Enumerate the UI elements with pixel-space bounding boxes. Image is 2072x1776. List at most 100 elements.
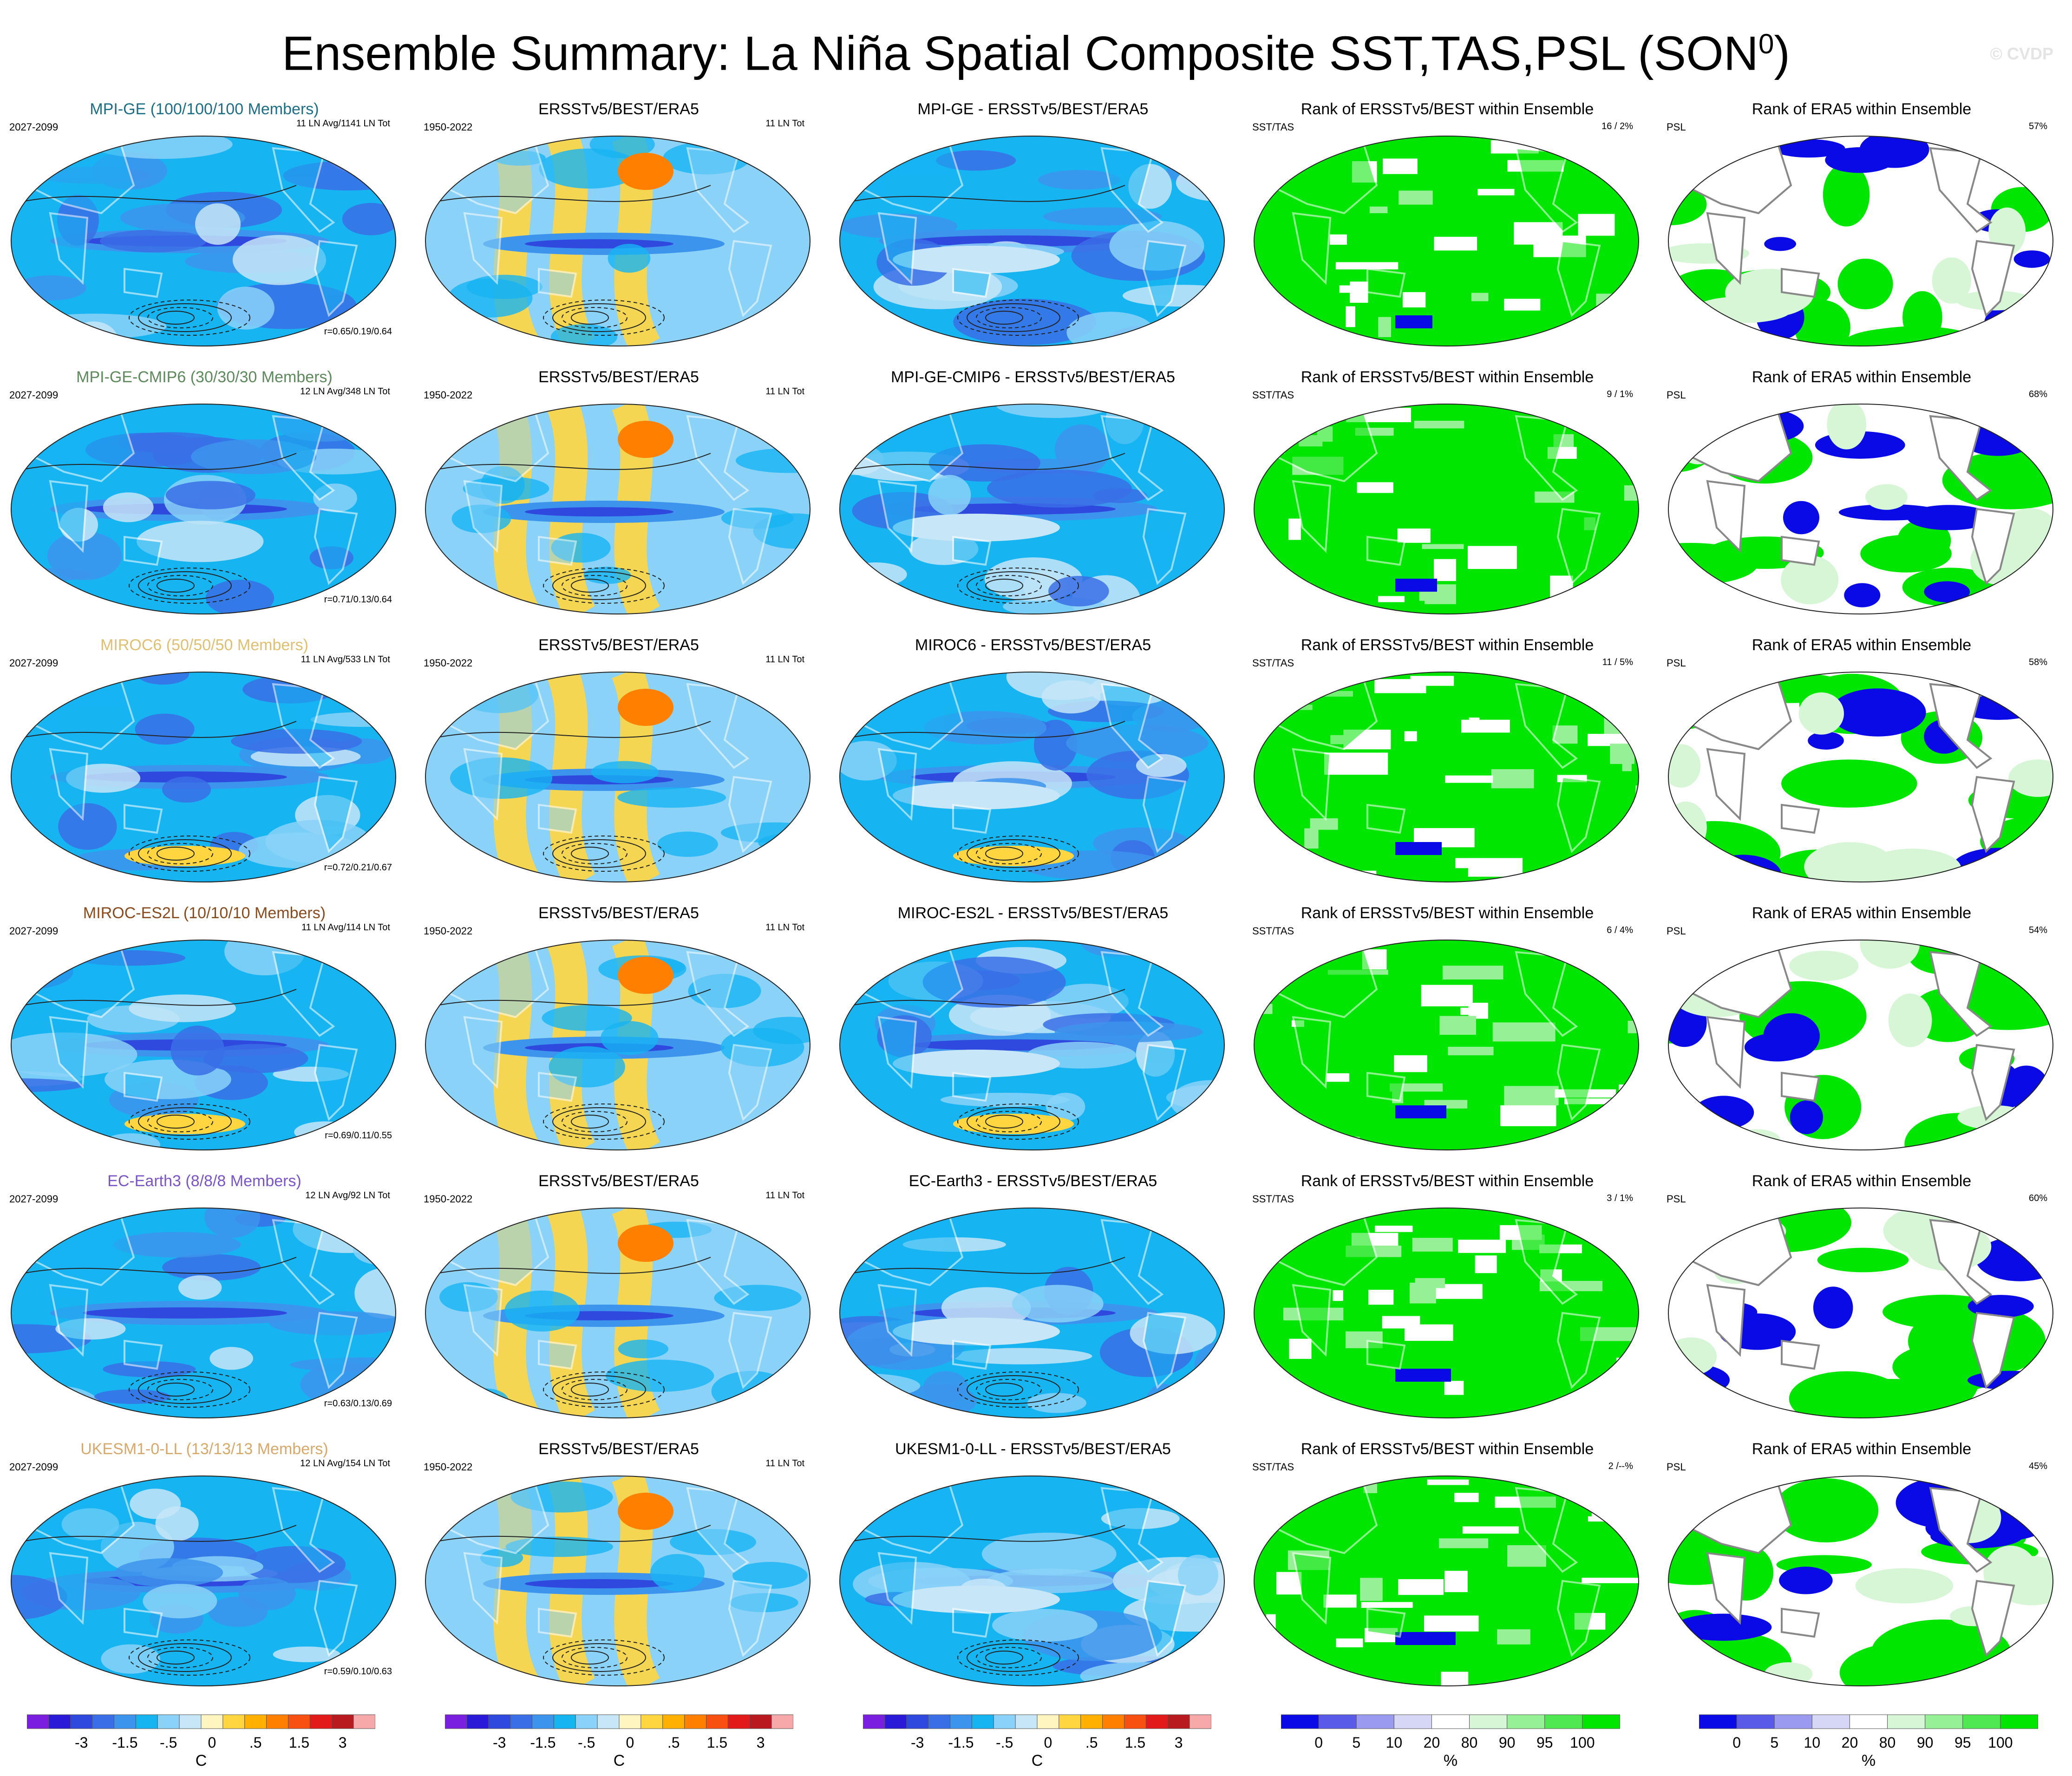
- colorbar-tick-labels: -3 -1.5 -.5 0 .5 1.5 3: [863, 1734, 1211, 1753]
- colorbar-unit: C: [195, 1752, 207, 1769]
- map-outline: [1254, 672, 1639, 882]
- map-diff-r4c2: [839, 1208, 1225, 1418]
- continent-outline: [463, 212, 503, 285]
- continent-outline: [463, 1552, 503, 1625]
- colorbar-swatch: [906, 1714, 929, 1729]
- map-panel-r5-c0: UKESM1-0-LL (13/13/13 Members) 2027-2099 1…: [0, 1440, 409, 1703]
- model-name: MIROC6 (50/50/50 Members): [100, 636, 308, 654]
- continent-outline: [1556, 1044, 1601, 1121]
- continent-outline: [1706, 1016, 1746, 1089]
- pattern-correlation-label: r=0.69/0.11/0.55: [325, 1130, 392, 1141]
- pattern-correlation-label: r=0.59/0.10/0.63: [324, 1666, 392, 1677]
- colorbar-tick-label: 20: [1423, 1734, 1440, 1751]
- continent-outline: [314, 240, 358, 317]
- colorbar-swatch: [201, 1714, 223, 1729]
- lanina-count-label: 11 LN Tot: [765, 654, 804, 665]
- period-label: 2027-2099: [9, 925, 59, 937]
- colorbar-tick-label: 0: [208, 1734, 216, 1751]
- map-outline: [425, 1476, 810, 1686]
- colorbar-swatch: [1469, 1714, 1508, 1729]
- period-label: 2027-2099: [9, 1193, 59, 1205]
- colorbar-tick-label: .5: [667, 1734, 680, 1751]
- colorbar-3: 0 5 10 20 80 90 95 100%: [1281, 1714, 1621, 1774]
- map-panel-r4-c3: Rank of ERSSTv5/BEST within Ensemble SST/…: [1243, 1172, 1652, 1435]
- colorbar-4: 0 5 10 20 80 90 95 100%: [1699, 1714, 2039, 1774]
- colorbar-2: -3 -1.5 -.5 0 .5 1.5 3 C: [863, 1714, 1212, 1774]
- rank-value-label: 58%: [2028, 657, 2047, 667]
- continent-outline: [952, 1339, 992, 1370]
- period-label: 1950-2022: [424, 657, 473, 669]
- colorbar-swatch: [1059, 1714, 1081, 1729]
- map-rank-psl-r5c4: [1668, 1476, 2053, 1686]
- colorbar-tick-label: 90: [1498, 1734, 1516, 1751]
- colorbar-swatch: [1925, 1714, 1963, 1729]
- map-panel-r3-c4: Rank of ERA5 within Ensemble PSL 54%: [1657, 904, 2066, 1167]
- colorbar-swatch: [1393, 1714, 1432, 1729]
- map-outline: [1254, 136, 1639, 346]
- map-obs-r1c1: [425, 404, 810, 614]
- continent-outline: [1971, 1580, 2015, 1657]
- map-panel-r2-c4: Rank of ERA5 within Ensemble PSL 58%: [1657, 636, 2066, 899]
- difference-title: EC-Earth3 - ERSSTv5/BEST/ERA5: [909, 1172, 1157, 1190]
- colorbar-swatch: [114, 1714, 136, 1729]
- map-panel-r5-c1: ERSSTv5/BEST/ERA5 1950-2022 11 LN Tot: [414, 1440, 823, 1703]
- map-outline: [11, 1476, 396, 1686]
- continent-outline: [538, 535, 577, 566]
- colorbar-tick-label: 3: [756, 1734, 765, 1751]
- continent-outline: [463, 1284, 503, 1357]
- model-name: EC-Earth3 (8/8/8 Members): [107, 1172, 301, 1190]
- model-name: MPI-GE-CMIP6 (30/30/30 Members): [76, 368, 333, 386]
- period-label: 2027-2099: [9, 657, 59, 669]
- colorbar-swatch: [157, 1714, 180, 1729]
- map-panel-r2-c2: MIROC6 - ERSSTv5/BEST/ERA5: [829, 636, 1237, 899]
- map-outline: [1254, 1476, 1639, 1686]
- colorbar-tick-label: 80: [1461, 1734, 1478, 1751]
- map-panel-r0-c0: MPI-GE (100/100/100 Members) 2027-2099 11 …: [0, 100, 409, 363]
- colorbar-swatch: [1167, 1714, 1190, 1729]
- rank-variable-label: SST/TAS: [1252, 925, 1294, 937]
- continent-outline: [1142, 1044, 1187, 1121]
- map-rank-sst-r2c3: [1254, 672, 1639, 882]
- colorbar-tick-label: 95: [1954, 1734, 1971, 1751]
- obs-title: ERSSTv5/BEST/ERA5: [538, 1440, 699, 1458]
- pattern-correlation-label: r=0.71/0.13/0.64: [324, 594, 392, 605]
- map-outline: [11, 136, 396, 346]
- map-outline: [1254, 404, 1639, 614]
- colorbar-swatch: [488, 1714, 511, 1729]
- colorbar-swatch: [749, 1714, 772, 1729]
- colorbar-swatch: [1887, 1714, 1926, 1729]
- colorbar-swatch: [1507, 1714, 1545, 1729]
- map-outline: [11, 404, 396, 614]
- continent-outline: [124, 1607, 163, 1638]
- colorbar-swatch: [309, 1714, 332, 1729]
- colorbar-swatch: [1431, 1714, 1470, 1729]
- continent-outline: [1292, 212, 1332, 285]
- map-rank-psl-r0c4: [1668, 136, 2053, 346]
- continent-outline: [49, 1016, 89, 1089]
- continent-outline: [124, 1339, 163, 1370]
- colorbar-swatch: [1124, 1714, 1146, 1729]
- model-name: MIROC-ES2L (10/10/10 Members): [83, 904, 326, 922]
- colorbar-swatch: [135, 1714, 158, 1729]
- continent-outline: [124, 803, 163, 834]
- rank-value-label: 45%: [2028, 1461, 2047, 1471]
- lanina-count-label: 11 LN Avg/533 LN Tot: [301, 654, 390, 665]
- colorbar-swatch: [532, 1714, 554, 1729]
- map-panel-r4-c0: EC-Earth3 (8/8/8 Members) 2027-2099 12 LN …: [0, 1172, 409, 1435]
- continent-outline: [1781, 268, 1820, 298]
- rank-title: Rank of ERSSTv5/BEST within Ensemble: [1301, 1440, 1594, 1458]
- model-name: MPI-GE (100/100/100 Members): [90, 100, 319, 118]
- continent-outline: [1971, 240, 2015, 317]
- colorbar-unit: C: [1031, 1752, 1043, 1769]
- colorbar-swatch: [553, 1714, 576, 1729]
- continent-outline: [877, 1552, 917, 1625]
- continent-outline: [1292, 1552, 1332, 1625]
- map-panel-r0-c4: Rank of ERA5 within Ensemble PSL 57%: [1657, 100, 2066, 363]
- colorbar-0: -3 -1.5 -.5 0 .5 1.5 3 C: [26, 1714, 376, 1774]
- rank-variable-label: SST/TAS: [1252, 389, 1294, 401]
- pattern-correlation-label: r=0.63/0.13/0.69: [324, 1398, 392, 1409]
- continent-outline: [952, 1071, 992, 1102]
- continent-outline: [1556, 1580, 1601, 1657]
- rank-variable-label: PSL: [1667, 925, 1686, 937]
- continent-outline: [728, 1044, 772, 1121]
